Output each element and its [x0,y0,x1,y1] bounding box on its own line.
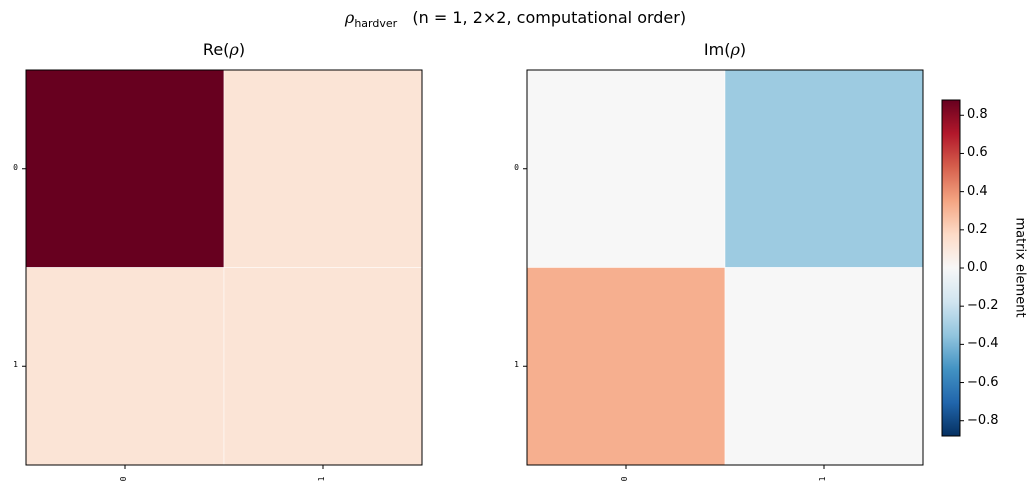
panel-frame-1 [526,69,924,466]
figure-title: ρhardver (n = 1, 2×2, computational orde… [0,8,1031,30]
x-tick-label: 0 [119,476,128,482]
title-rest: (n = 1, 2×2, computational order) [412,8,687,27]
panel-frame-0 [25,69,423,466]
colorbar-tick-label: −0.6 [967,374,999,390]
colorbar-tick-label: 0.6 [967,145,988,161]
re-panel-title: Re(ρ) [202,40,246,59]
cell-0-1-1 [223,267,423,466]
colorbar-tick-label: −0.8 [967,412,999,428]
cell-1-0-0 [526,69,726,268]
title-rho-sub: hardver [354,17,398,31]
x-tick-label: 0 [620,476,629,482]
colorbar [941,99,961,437]
y-tick-label: 1 [13,360,18,370]
cell-0-1-0 [25,267,225,466]
colorbar-tick-label: −0.2 [967,298,999,314]
y-tick-label: 0 [13,162,18,172]
colorbar-tick-label: 0.4 [967,183,988,199]
x-tick-label: 1 [818,476,827,482]
colorbar-tick-label: 0.8 [967,107,988,123]
colorbar-tick-label: 0.2 [967,221,988,237]
colorbar-label: matrix element [1012,217,1028,318]
x-tick-label: 1 [317,476,326,482]
colorbar-tick-label: −0.4 [967,336,999,352]
y-tick-label: 0 [514,162,519,172]
cell-0-0-1 [223,69,423,268]
cell-1-0-1 [724,69,924,268]
title-rho: ρ [344,8,355,27]
im-panel-title: Im(ρ) [703,40,747,59]
cell-1-1-1 [724,267,924,466]
cell-0-0-0 [25,69,225,268]
cell-1-1-0 [526,267,726,466]
colorbar-tick-label: 0.0 [967,260,988,275]
y-tick-label: 1 [514,360,519,370]
